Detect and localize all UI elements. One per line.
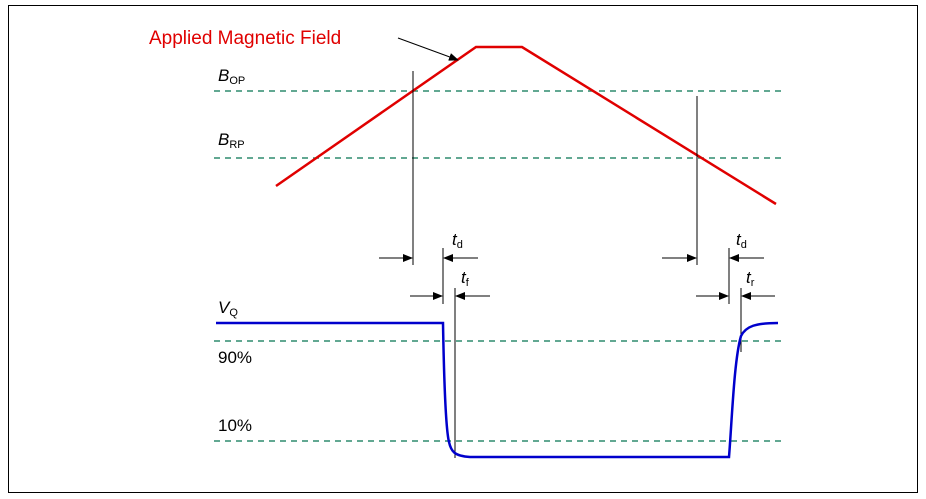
field-label: Applied Magnetic Field xyxy=(149,28,341,49)
brp-subscript: RP xyxy=(229,139,244,151)
tf-label: tf xyxy=(461,268,470,289)
field-label-leader xyxy=(397,37,459,61)
tr-symbol: t xyxy=(746,268,752,287)
td-left-symbol: t xyxy=(452,230,458,249)
tf-symbol: t xyxy=(461,268,467,287)
vq-label: VQ xyxy=(218,298,238,319)
level-10-label: 10% xyxy=(218,416,252,435)
td-right-subscript: d xyxy=(741,239,747,251)
td-right-label: td xyxy=(736,230,747,251)
applied-field-curve xyxy=(275,45,777,206)
diagram-border xyxy=(8,5,918,493)
td-left-label: td xyxy=(452,230,463,251)
bop-subscript: OP xyxy=(229,75,245,87)
tf-subscript: f xyxy=(466,277,470,289)
bop-label: BOP xyxy=(218,66,245,87)
tr-subscript: r xyxy=(751,277,755,289)
td-left-subscript: d xyxy=(457,239,463,251)
brp-label: BRP xyxy=(218,130,245,151)
brp-symbol: B xyxy=(218,130,229,149)
bop-symbol: B xyxy=(218,66,229,85)
vq-output-curve xyxy=(216,321,779,459)
vq-symbol: V xyxy=(218,298,231,317)
vq-subscript: Q xyxy=(229,307,238,319)
tr-label: tr xyxy=(746,268,755,289)
td-right-symbol: t xyxy=(736,230,742,249)
level-90-label: 90% xyxy=(218,348,252,367)
